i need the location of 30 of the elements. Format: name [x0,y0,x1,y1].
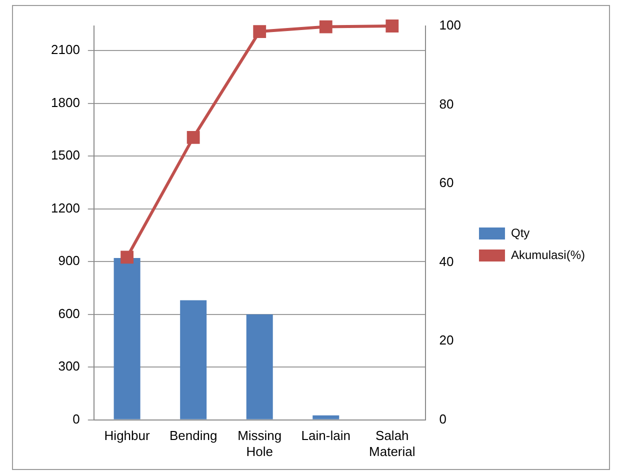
y-tick-label: 1800 [51,94,80,110]
y2-tick-label: 100 [439,18,461,33]
y-tick-label: 300 [58,358,80,374]
bar [114,258,140,420]
bar [312,415,340,420]
point [386,20,399,32]
x-tick-label: Salah Material [369,428,416,459]
point [120,250,134,264]
x-tick-label: Highbur [104,428,150,444]
legend-label: Akumulasi(%) [510,248,586,262]
y2-tick-label: 80 [439,96,454,112]
y2-tick-label: 20 [439,332,454,348]
y-tick-label: 0 [72,411,80,426]
x-tick-label: Lain-lain [301,428,350,444]
point [253,25,266,38]
bar [246,314,273,420]
x-tick-label: Bending [169,428,218,444]
bar [180,300,207,420]
y-tick-label: 600 [58,306,80,321]
y-tick-label: 2100 [51,42,80,58]
y-tick-label: 900 [58,253,80,268]
y2-tick-label: 0 [439,411,447,426]
point [186,130,200,144]
y-tick-label: 1200 [51,200,80,216]
x-tick-label: Missing Hole [238,428,282,459]
legend-label: Qty [510,226,530,240]
point [319,20,332,34]
y2-tick-label: 60 [439,175,454,190]
y2-tick-label: 40 [439,254,454,269]
y-tick-label: 1500 [51,148,80,163]
